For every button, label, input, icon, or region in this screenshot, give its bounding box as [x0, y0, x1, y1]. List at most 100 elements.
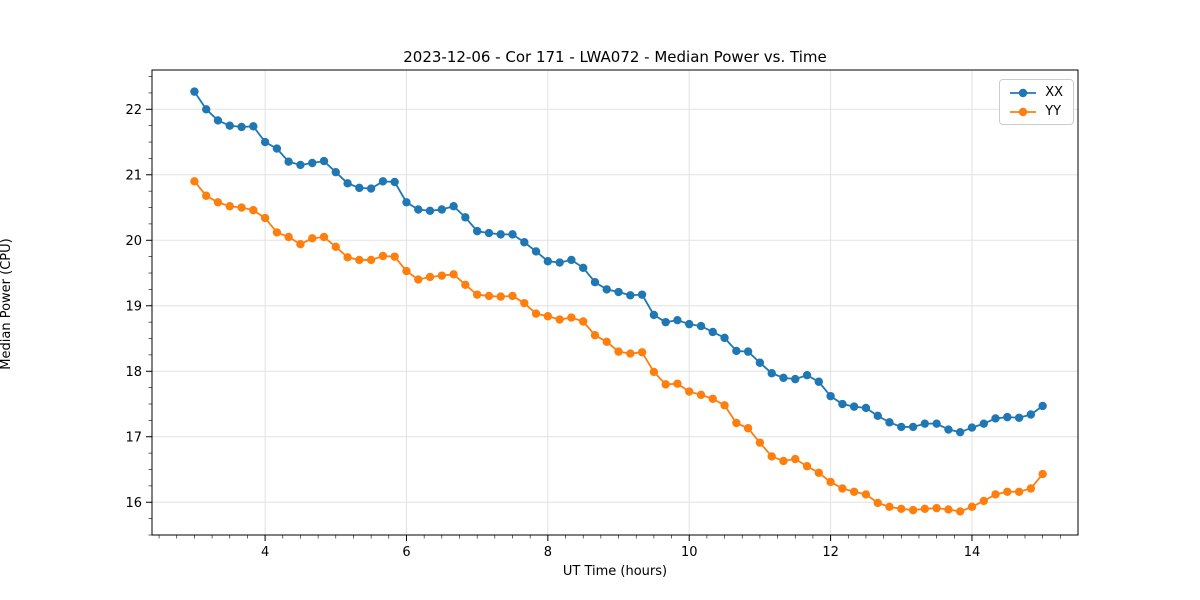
data-point-xx [331, 167, 340, 177]
data-point-xx [449, 202, 458, 211]
data-point-xx [590, 277, 600, 287]
data-point-yy [767, 452, 776, 461]
data-point-yy [1038, 469, 1047, 479]
data-point-yy [531, 309, 541, 318]
data-point-yy [308, 234, 317, 243]
data-point-xx [1038, 401, 1047, 411]
data-point-xx [472, 226, 482, 236]
data-point-yy [779, 456, 788, 466]
data-point-xx [496, 230, 505, 239]
y-tick-label: 19 [125, 299, 142, 314]
data-point-xx [908, 422, 918, 432]
data-point-yy [755, 438, 765, 447]
data-point-xx [814, 377, 823, 386]
data-point-xx [190, 87, 199, 96]
data-point-xx [826, 391, 835, 401]
data-point-xx [213, 116, 223, 125]
data-point-yy [920, 504, 930, 514]
data-point-xx [649, 310, 659, 320]
data-point-xx [979, 419, 988, 428]
data-point-yy [1026, 484, 1036, 493]
data-point-yy [955, 507, 965, 516]
legend-line-sample-xx [1010, 88, 1037, 97]
data-point-xx [260, 137, 270, 147]
data-point-xx [555, 258, 564, 267]
data-point-yy [237, 203, 246, 212]
data-point-yy [673, 379, 682, 388]
data-point-xx [614, 287, 623, 297]
data-point-xx [873, 411, 882, 421]
data-point-xx [390, 177, 399, 187]
data-point-yy [979, 496, 988, 506]
data-point-yy [626, 349, 635, 358]
data-point-yy [272, 228, 282, 237]
data-point-yy [861, 490, 871, 499]
data-point-yy [225, 202, 234, 211]
data-point-xx [355, 183, 364, 193]
y-tick-label: 21 [125, 168, 142, 183]
x-tick-label: 8 [544, 545, 552, 560]
data-point-yy [661, 380, 670, 389]
data-point-xx [661, 317, 670, 327]
axes-spine [151, 69, 1079, 536]
data-point-xx [791, 374, 800, 384]
data-point-yy [826, 477, 835, 487]
data-point-yy [802, 462, 812, 471]
data-point-yy [484, 291, 494, 301]
data-point-yy [543, 312, 553, 321]
data-point-yy [791, 454, 800, 464]
data-point-yy [908, 505, 918, 515]
data-point-xx [308, 158, 317, 168]
data-point-yy [343, 253, 352, 262]
chart-title: 2023-12-06 - Cor 171 - LWA072 - Median P… [403, 48, 827, 66]
data-point-xx [567, 255, 576, 265]
data-point-xx [732, 346, 741, 356]
data-point-xx [932, 419, 941, 428]
data-point-xx [708, 327, 717, 337]
data-point-yy [732, 418, 741, 428]
data-point-yy [449, 270, 458, 279]
data-point-xx [578, 263, 588, 272]
data-point-xx [1014, 413, 1024, 422]
data-point-xx [755, 358, 765, 367]
data-point-yy [838, 484, 847, 493]
data-point-yy [932, 503, 941, 513]
data-point-xx [296, 160, 305, 170]
y-tick-label: 17 [125, 430, 142, 445]
data-point-xx [637, 290, 647, 299]
data-point-xx [237, 122, 246, 132]
data-point-xx [802, 370, 812, 380]
data-point-yy [249, 205, 258, 215]
legend-line-sample-yy [1010, 107, 1037, 116]
legend: XX YY [999, 79, 1074, 125]
data-point-yy [378, 251, 388, 261]
data-point-yy [720, 401, 729, 410]
data-point-xx [626, 291, 635, 300]
data-point-yy [991, 490, 1000, 499]
data-point-yy [414, 275, 423, 284]
data-point-yy [1003, 487, 1012, 496]
data-point-xx [967, 423, 977, 432]
data-point-xx [284, 157, 293, 166]
data-point-xx [249, 122, 258, 131]
data-point-xx [897, 422, 906, 432]
data-point-yy [202, 191, 211, 200]
data-point-xx [861, 403, 871, 413]
data-point-xx [508, 230, 517, 239]
x-axis-label: UT Time (hours) [562, 564, 668, 579]
data-point-xx [437, 205, 447, 214]
data-point-xx [955, 427, 965, 437]
data-point-yy [897, 504, 906, 514]
data-point-xx [1003, 412, 1012, 422]
data-point-yy [743, 424, 753, 433]
data-point-yy [1014, 487, 1024, 496]
data-point-yy [213, 198, 223, 207]
data-point-xx [1026, 410, 1036, 419]
data-point-xx [720, 333, 729, 343]
data-point-yy [190, 177, 199, 186]
data-point-yy [944, 505, 953, 514]
data-point-yy [355, 255, 364, 265]
data-point-xx [944, 425, 953, 434]
data-point-xx [461, 213, 470, 222]
